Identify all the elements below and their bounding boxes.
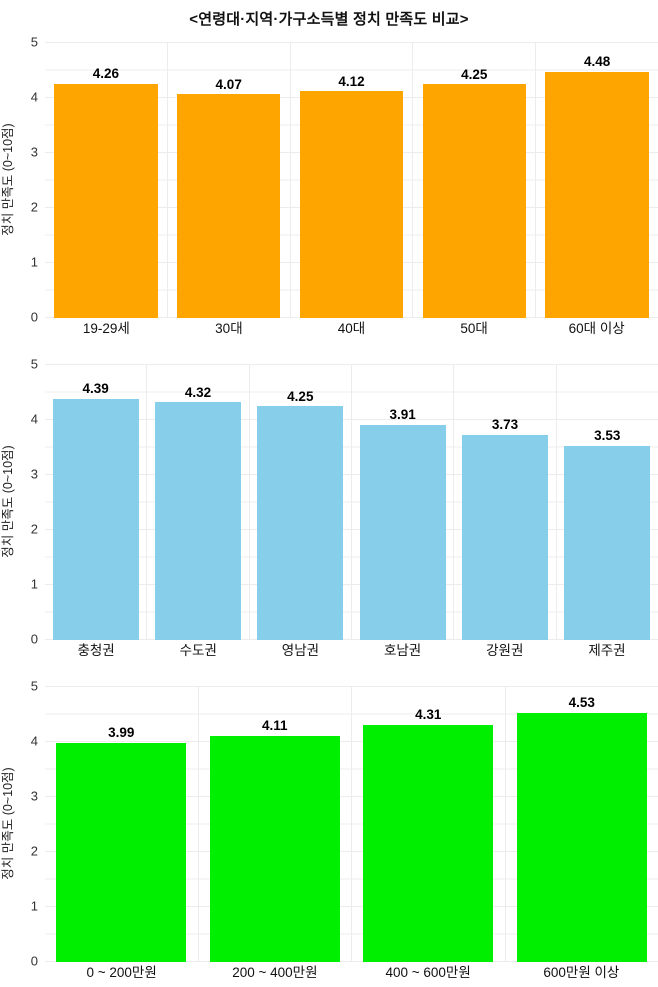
- y-tick-label: 5: [30, 678, 38, 694]
- y-axis: 정치 만족도 (0~10점) 0 1 2 3 4 5: [0, 679, 45, 969]
- y-axis-ticks: 0 1 2 3 4 5: [17, 679, 45, 969]
- y-tick-label: 4: [30, 733, 38, 749]
- y-tick-label: 2: [30, 521, 38, 537]
- bar-value-label: 4.53: [568, 695, 595, 711]
- y-tick-label: 3: [30, 144, 38, 160]
- plot-area-household-income: 3.99 4.11 4.31 4.53: [45, 686, 658, 962]
- bar-value-label: 3.73: [491, 417, 519, 433]
- x-tick-label: 50대: [460, 321, 488, 336]
- y-tick-label: 1: [30, 254, 38, 270]
- bar-value-label: 4.48: [583, 54, 611, 70]
- chart-household-income: 정치 만족도 (0~10점) 0 1 2 3 4 5 3.99 4.11 4.31 4.53 0…: [0, 679, 658, 984]
- bar-value-label: 4.25: [461, 66, 488, 82]
- x-tick-label: 600만원 이상: [543, 965, 620, 980]
- plot-area-age-group: 4.26 4.07 4.12 4.25 4.48: [45, 42, 658, 318]
- bar-group: 4.48: [535, 43, 658, 318]
- bar: [56, 742, 187, 962]
- y-tick-label: 3: [30, 788, 38, 804]
- bar-group: 4.39: [45, 365, 146, 640]
- x-tick-label: 30대: [215, 321, 243, 336]
- bar-value-label: 3.53: [594, 428, 621, 444]
- y-axis: 정치 만족도 (0~10점) 0 1 2 3 4 5: [0, 357, 45, 647]
- bar-group: 4.25: [248, 365, 351, 640]
- bar: [461, 434, 549, 640]
- y-tick-label: 0: [30, 631, 38, 647]
- bar: [52, 398, 139, 640]
- x-tick-label: 제주권: [588, 643, 626, 658]
- x-tick-label: 영남권: [281, 643, 320, 658]
- bar: [299, 91, 404, 318]
- y-tick-label: 2: [30, 843, 38, 859]
- bar: [422, 84, 527, 318]
- y-axis-ticks: 0 1 2 3 4 5: [17, 357, 45, 647]
- bar: [545, 71, 649, 318]
- x-tick-label: 60대 이상: [568, 321, 625, 336]
- y-tick-label: 0: [30, 953, 38, 969]
- x-tick-label: 200 ~ 400만원: [232, 965, 318, 980]
- bar-value-label: 4.32: [184, 384, 212, 400]
- bar-value-label: 4.07: [215, 76, 242, 92]
- bar-value-label: 4.25: [287, 388, 314, 404]
- bar-group: 4.25: [412, 43, 535, 318]
- bar-group: 4.31: [351, 687, 505, 962]
- x-tick-label: 40대: [337, 321, 366, 336]
- bar-group: 4.32: [146, 365, 248, 640]
- bar: [54, 83, 158, 318]
- bar: [176, 94, 281, 318]
- x-tick-label: 400 ~ 600만원: [385, 965, 471, 980]
- y-axis-ticks: 0 1 2 3 4 5: [17, 35, 45, 325]
- x-axis-labels: 19-29세 30대 40대 50대 60대 이상: [45, 318, 658, 340]
- y-tick-label: 3: [30, 466, 38, 482]
- bar: [363, 724, 494, 962]
- bar-value-label: 4.39: [82, 381, 109, 397]
- y-axis: 정치 만족도 (0~10점) 0 1 2 3 4 5: [0, 35, 45, 325]
- bar: [257, 406, 344, 640]
- bar-value-label: 3.91: [389, 407, 416, 423]
- y-tick-label: 1: [30, 576, 38, 592]
- bar-value-label: 3.99: [108, 725, 135, 741]
- bar-group: 4.26: [45, 43, 167, 318]
- x-axis-labels: 충청권 수도권 영남권 호남권 강원권 제주권: [45, 640, 658, 662]
- y-tick-label: 2: [30, 199, 38, 215]
- y-tick-label: 0: [30, 309, 38, 325]
- x-tick-label: 0 ~ 200만원: [86, 965, 157, 980]
- bar-group: 3.99: [45, 687, 198, 962]
- x-tick-label: 강원권: [486, 643, 524, 658]
- plot-area-region: 4.39 4.32 4.25 3.91 3.73 3.53: [45, 364, 658, 640]
- bar-group: 3.53: [555, 365, 658, 640]
- bar-group: 4.07: [166, 43, 290, 318]
- bar: [516, 712, 647, 962]
- x-tick-label: 수도권: [179, 643, 217, 658]
- bar: [359, 424, 446, 640]
- y-tick-label: 5: [30, 34, 38, 50]
- bar-value-label: 4.12: [338, 73, 365, 89]
- y-tick-label: 4: [30, 89, 38, 105]
- y-axis-label: 정치 만족도 (0~10점): [1, 123, 15, 236]
- bar-value-label: 4.11: [261, 718, 288, 734]
- bar-group: 4.11: [197, 687, 352, 962]
- bar-value-label: 4.31: [415, 707, 442, 723]
- x-axis-labels: 0 ~ 200만원 200 ~ 400만원 400 ~ 600만원 600만원 이상: [45, 962, 658, 984]
- y-axis-label: 정치 만족도 (0~10점): [1, 767, 15, 880]
- y-tick-label: 5: [30, 356, 38, 372]
- chart-region: 정치 만족도 (0~10점) 0 1 2 3 4 5 4.39 4.32 4.25 3.91 3.…: [0, 357, 658, 662]
- y-axis-label: 정치 만족도 (0~10점): [1, 445, 15, 558]
- bar-group: 3.91: [350, 365, 453, 640]
- x-tick-label: 19-29세: [82, 321, 130, 336]
- bar-value-label: 4.26: [92, 66, 120, 82]
- x-tick-label: 호남권: [383, 643, 422, 658]
- x-tick-label: 충청권: [77, 643, 115, 658]
- y-tick-label: 4: [30, 411, 38, 427]
- bar-group: 4.12: [289, 43, 413, 318]
- page-title: <연령대·지역·가구소득별 정치 만족도 비교>: [189, 11, 469, 28]
- bar: [154, 402, 242, 640]
- y-tick-label: 1: [30, 898, 38, 914]
- bar-group: 3.73: [453, 365, 555, 640]
- bar: [209, 735, 340, 962]
- bar-group: 4.53: [504, 687, 658, 962]
- bar: [564, 445, 651, 640]
